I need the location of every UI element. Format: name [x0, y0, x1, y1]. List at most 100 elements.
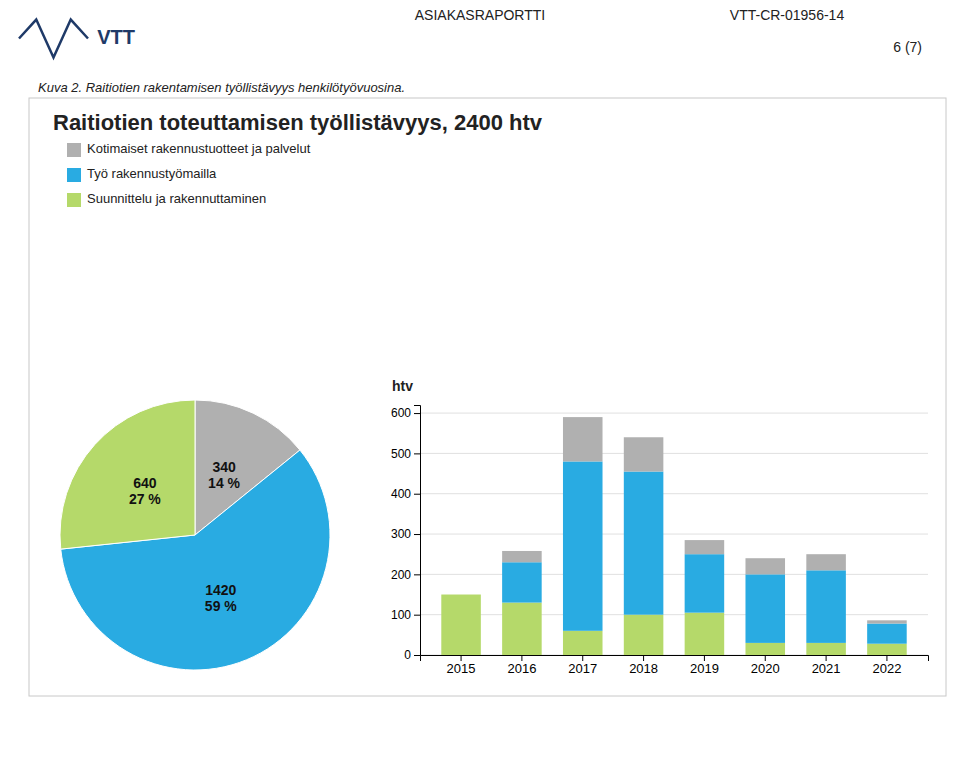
tick-label: 500: [391, 447, 411, 461]
legend-label: Kotimaiset rakennustuotteet ja palvelut: [87, 141, 311, 156]
tick: 200: [391, 568, 420, 582]
page-number: 6 (7): [893, 39, 922, 55]
tick-mark: [521, 655, 522, 661]
bar: [624, 437, 664, 471]
header-right: VTT-CR-01956-14: [730, 7, 845, 23]
grid-line: [420, 413, 928, 414]
tick: 2015: [447, 655, 476, 676]
tick: 100: [391, 608, 420, 622]
grid-line: [420, 614, 928, 615]
tick-label: 2019: [690, 661, 719, 676]
bar: [624, 615, 664, 655]
legend-swatch: [67, 193, 81, 207]
bar: [624, 472, 664, 615]
bar: [806, 643, 846, 655]
data-label-share: 59 %: [205, 598, 237, 614]
tick-label: 2018: [629, 661, 658, 676]
bar: [685, 540, 725, 554]
header-left: ASIAKASRAPORTTI: [415, 7, 545, 23]
tick-label: 2015: [447, 661, 476, 676]
tick-label: 200: [391, 568, 411, 582]
bar: [745, 643, 785, 655]
tick: 2019: [690, 655, 719, 676]
bar: [806, 570, 846, 643]
bar: [502, 551, 542, 562]
legend-swatch: [67, 143, 81, 157]
tick-mark: [643, 655, 644, 661]
tick-mark: [765, 655, 766, 661]
pie-slice: [60, 400, 195, 549]
bar: [441, 595, 481, 655]
grid: [420, 413, 928, 655]
tick: 2016: [507, 655, 536, 676]
bar: [685, 613, 725, 655]
tick-mark: [414, 453, 420, 454]
legend-item: Suunnittelu ja rakennuttaminen: [67, 191, 266, 207]
tick-mark: [414, 615, 420, 616]
bar: [867, 620, 907, 623]
logo-text: VTT: [97, 26, 135, 48]
tick: 0: [404, 648, 420, 662]
data-label: 34014 %: [208, 459, 240, 491]
legend-item: Kotimaiset rakennustuotteet ja palvelut: [67, 141, 311, 157]
bar: [745, 558, 785, 574]
tick-label: 2016: [507, 661, 536, 676]
title: Raitiotien toteuttamisen työllistävyys, …: [53, 110, 543, 135]
data-label-share: 14 %: [208, 475, 240, 491]
data-label-value: 340: [212, 459, 236, 475]
bar-series: [502, 461, 907, 643]
axis-label: htv: [392, 378, 413, 394]
grid-line: [420, 534, 928, 535]
bar: [502, 562, 542, 602]
tick-label: 2020: [751, 661, 780, 676]
bar-series: [502, 417, 907, 623]
tick-mark: [414, 574, 420, 575]
caption: Kuva 2. Raitiotien rakentamisen työllist…: [38, 80, 405, 95]
grid-line: [420, 453, 928, 454]
legend: Kotimaiset rakennustuotteet ja palvelut T…: [67, 141, 311, 207]
data-label: 142059 %: [205, 582, 237, 614]
tick-label: 0: [404, 648, 411, 662]
pie-slices: [60, 400, 330, 670]
bar: [685, 554, 725, 612]
legend-label: Suunnittelu ja rakennuttaminen: [87, 191, 266, 206]
tick-mark: [414, 413, 420, 414]
legend-label: Työ rakennustyömailla: [87, 166, 217, 181]
bar: [563, 631, 603, 655]
tick-label: 600: [391, 406, 411, 420]
page: ASIAKASRAPORTTI VTT-CR-01956-14 6 (7) Kuva …: [0, 0, 960, 757]
grid-line: [420, 493, 928, 494]
tick: 2022: [872, 655, 901, 676]
tick-mark: [414, 655, 420, 656]
axis-domain: [414, 406, 421, 656]
tick: 600: [391, 406, 420, 420]
tick: 400: [391, 487, 420, 501]
tick-label: 2022: [872, 661, 901, 676]
tick-label: 2017: [568, 661, 597, 676]
tick: 2017: [568, 655, 597, 676]
tick-mark: [414, 534, 420, 535]
tick: 2018: [629, 655, 658, 676]
tick-label: 400: [391, 487, 411, 501]
tick: 2020: [751, 655, 780, 676]
tick-label: 2021: [812, 661, 841, 676]
grid-line: [420, 574, 928, 575]
tick-mark: [886, 655, 887, 661]
logo: VTT: [19, 20, 135, 58]
tick-mark: [582, 655, 583, 661]
bar: [441, 594, 481, 595]
tick-mark: [461, 655, 462, 661]
tick-label: 100: [391, 608, 411, 622]
bar: [745, 574, 785, 643]
bar: [441, 594, 481, 595]
data-label-value: 1420: [205, 582, 236, 598]
bar: [502, 603, 542, 655]
bar: [867, 644, 907, 655]
data-label-value: 640: [133, 475, 157, 491]
y-axis: 0100200300400500600: [391, 406, 421, 663]
tick-mark: [826, 655, 827, 661]
bar: [563, 417, 603, 461]
legend-swatch: [67, 168, 81, 182]
logo-mark: [19, 20, 88, 58]
frame: [29, 98, 946, 696]
